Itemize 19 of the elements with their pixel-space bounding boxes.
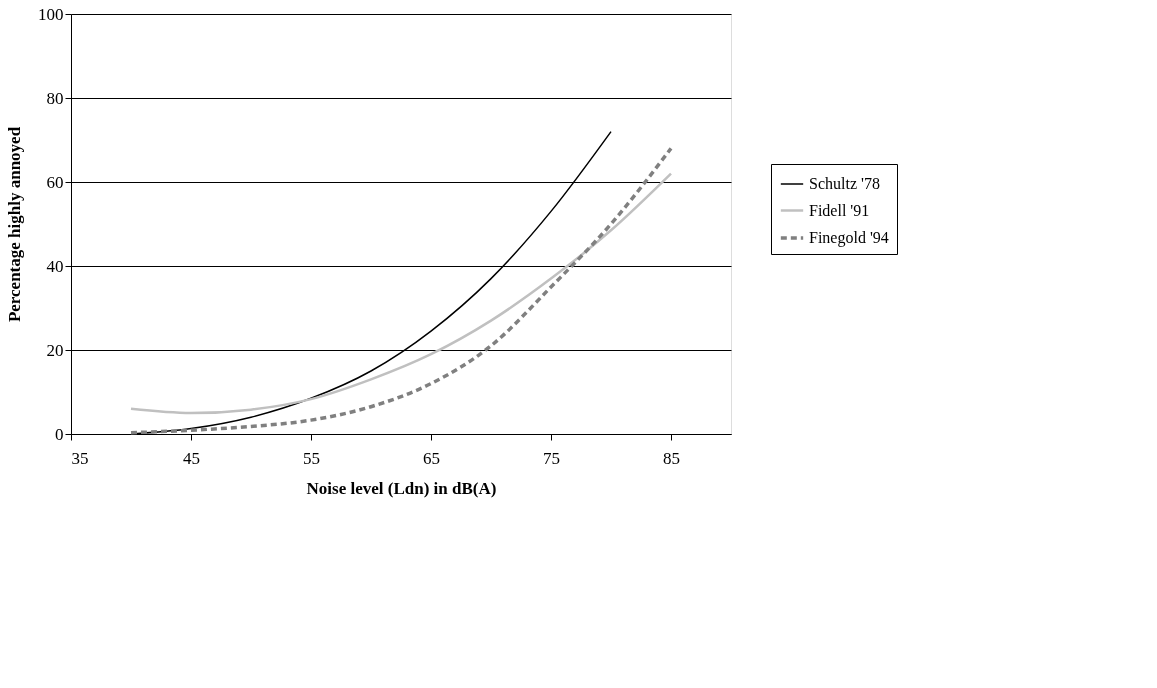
- x-tick-label: 55: [303, 448, 320, 468]
- x-tick-label: 65: [423, 448, 440, 468]
- legend-label: Fidell '91: [809, 201, 870, 219]
- y-axis-title: Percentage highly annoyed: [5, 126, 24, 323]
- y-tick-label: 100: [38, 4, 64, 24]
- legend-label: Finegold '94: [809, 229, 889, 247]
- y-tick-label: 0: [55, 424, 64, 444]
- x-axis-title: Noise level (Ldn) in dB(A): [306, 478, 497, 498]
- y-tick-label: 40: [46, 256, 64, 276]
- y-tick-label: 60: [46, 172, 64, 192]
- y-tick-label: 20: [46, 340, 64, 360]
- x-tick-label: 45: [183, 448, 200, 468]
- line-series: [129, 146, 673, 435]
- line-series: [129, 172, 673, 415]
- x-tick-label: 35: [71, 448, 89, 468]
- x-tick-label: 75: [543, 448, 560, 468]
- x-tick-label: 85: [663, 448, 680, 468]
- legend-label: Schultz '78: [809, 175, 880, 192]
- y-tick-label: 80: [46, 88, 64, 108]
